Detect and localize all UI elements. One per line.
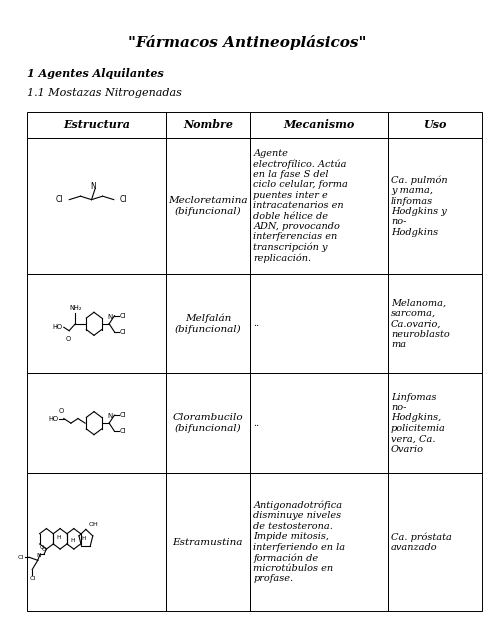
Bar	[388, 138, 482, 274]
Bar	[250, 138, 388, 274]
Text: HO: HO	[48, 415, 58, 422]
Text: Cl: Cl	[120, 329, 126, 335]
Text: Mecloretamina
(bifuncional): Mecloretamina (bifuncional)	[168, 196, 247, 216]
Text: Antigonadotrófica
disminuye niveles
de testosterona.
Impide mitosis,
interferien: Antigonadotrófica disminuye niveles de t…	[253, 500, 345, 584]
Text: H: H	[81, 536, 86, 541]
Text: Nombre: Nombre	[183, 120, 233, 131]
Bar	[250, 473, 388, 611]
Text: O: O	[40, 545, 44, 550]
Bar	[27, 473, 166, 611]
Text: Melfalán
(bifuncional): Melfalán (bifuncional)	[174, 314, 241, 334]
Text: 1.1 Mostazas Nitrogenadas: 1.1 Mostazas Nitrogenadas	[27, 88, 182, 99]
Text: Cl: Cl	[120, 412, 126, 418]
Bar	[166, 138, 250, 274]
Text: Cl: Cl	[29, 576, 35, 581]
Text: N: N	[37, 553, 41, 558]
Text: N: N	[107, 413, 112, 419]
Text: O: O	[58, 408, 64, 414]
Bar	[27, 112, 166, 138]
Bar	[388, 374, 482, 473]
Text: "Fármacos Antineoplásicos": "Fármacos Antineoplásicos"	[128, 35, 366, 50]
Text: H: H	[57, 535, 61, 540]
Bar	[250, 112, 388, 138]
Text: Cl: Cl	[18, 555, 24, 560]
Text: Estramustina: Estramustina	[172, 538, 243, 547]
Text: Uso: Uso	[423, 120, 447, 131]
Bar	[166, 112, 250, 138]
Text: Mecanismo: Mecanismo	[284, 120, 355, 131]
Bar	[250, 374, 388, 473]
Text: Agente
electrofílico. Actúa
en la fase S del
ciclo celular, forma
puentes inter : Agente electrofílico. Actúa en la fase S…	[253, 148, 348, 264]
Text: Estructura: Estructura	[63, 120, 130, 131]
Text: HO: HO	[53, 324, 63, 330]
Text: Melanoma,
sarcoma,
Ca.ovario,
neuroblasto
ma: Melanoma, sarcoma, Ca.ovario, neuroblast…	[391, 298, 450, 349]
Bar	[250, 274, 388, 374]
Text: Clorambucilo
(bifuncional): Clorambucilo (bifuncional)	[172, 413, 243, 433]
Bar	[388, 473, 482, 611]
Text: Ca. próstata
avanzado: Ca. próstata avanzado	[391, 532, 452, 552]
Text: Cl: Cl	[120, 313, 126, 319]
Bar	[27, 138, 166, 274]
Text: ..: ..	[253, 319, 259, 328]
Bar	[388, 274, 482, 374]
Bar	[388, 112, 482, 138]
Text: Cl: Cl	[120, 428, 126, 434]
Bar	[27, 274, 166, 374]
Text: H: H	[70, 538, 75, 543]
Bar	[27, 374, 166, 473]
Text: Ca. pulmón
y mama,
linfomas
Hodgkins y
no-
Hodgkins: Ca. pulmón y mama, linfomas Hodgkins y n…	[391, 175, 448, 237]
Text: ..: ..	[253, 419, 259, 428]
Text: O: O	[66, 337, 71, 342]
Text: N: N	[107, 314, 112, 320]
Bar	[166, 473, 250, 611]
Text: Cl: Cl	[120, 195, 127, 204]
Text: N: N	[90, 182, 96, 191]
Bar	[166, 274, 250, 374]
Text: Cl: Cl	[56, 195, 63, 204]
Bar	[166, 374, 250, 473]
Text: Linfomas
no-
Hodgkins,
policitemia
vera, Ca.
Ovario: Linfomas no- Hodgkins, policitemia vera,…	[391, 393, 446, 454]
Text: 1 Agentes Alquilantes: 1 Agentes Alquilantes	[27, 68, 164, 79]
Text: NH₂: NH₂	[69, 305, 82, 311]
Text: OH: OH	[88, 522, 98, 527]
Text: O: O	[42, 547, 46, 552]
